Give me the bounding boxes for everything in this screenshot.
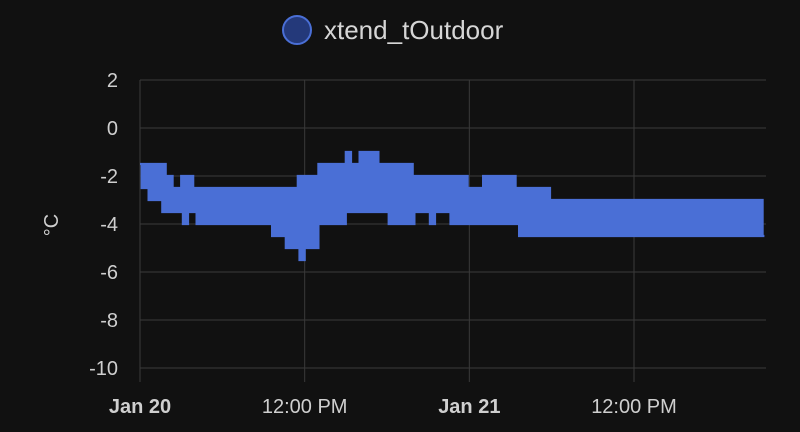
y-tick-label: -4 <box>100 214 118 236</box>
x-tick-label: 12:00 PM <box>591 396 677 418</box>
series-xtend-toutdoor <box>140 150 765 262</box>
y-tick-label: -10 <box>89 358 118 380</box>
y-axis-title: °C <box>41 214 63 236</box>
legend-series-label[interactable]: xtend_tOutdoor <box>324 15 504 45</box>
x-tick-label: Jan 20 <box>109 396 171 418</box>
x-axis-ticks: Jan 20 12:00 PM Jan 21 12:00 PM <box>109 396 677 418</box>
x-tick-label: 12:00 PM <box>262 396 348 418</box>
y-tick-label: -6 <box>100 262 118 284</box>
series-line <box>140 150 765 262</box>
x-tick-label: Jan 21 <box>438 396 500 418</box>
y-axis-ticks: 2 0 -2 -4 -6 -8 -10 <box>89 70 118 380</box>
legend-swatch[interactable] <box>282 15 312 45</box>
y-tick-label: 0 <box>107 118 118 140</box>
y-tick-label: -2 <box>100 166 118 188</box>
y-tick-label: 2 <box>107 70 118 92</box>
legend[interactable]: xtend_tOutdoor <box>282 15 504 45</box>
y-tick-label: -8 <box>100 310 118 332</box>
